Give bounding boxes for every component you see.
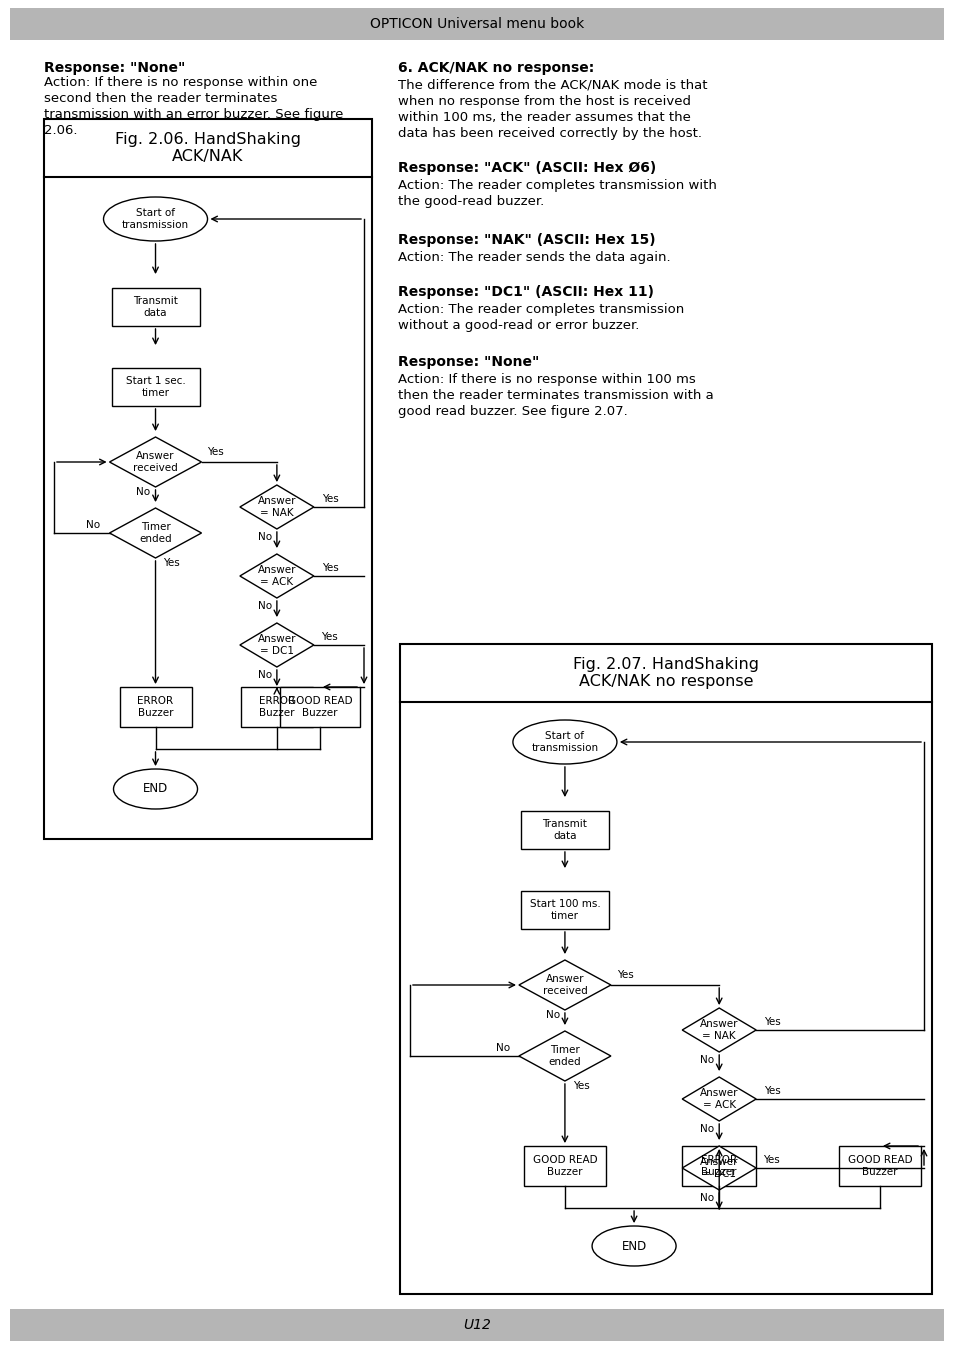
Text: GOOD READ
Buzzer: GOOD READ Buzzer bbox=[288, 696, 352, 718]
Text: Action: If there is no response within 100 ms: Action: If there is no response within 1… bbox=[397, 374, 695, 386]
Bar bbox=[10, 8, 943, 40]
Bar bbox=[112, 368, 199, 406]
Text: 6. ACK/NAK no response:: 6. ACK/NAK no response: bbox=[397, 61, 594, 76]
Text: No: No bbox=[257, 532, 272, 542]
Text: Yes: Yes bbox=[321, 563, 338, 573]
Text: Action: If there is no response within one: Action: If there is no response within o… bbox=[44, 76, 317, 89]
Text: data has been received correctly by the host.: data has been received correctly by the … bbox=[397, 127, 701, 140]
Text: END: END bbox=[143, 782, 168, 796]
Text: END: END bbox=[620, 1240, 646, 1252]
Text: Yes: Yes bbox=[763, 1017, 781, 1027]
Polygon shape bbox=[518, 960, 610, 1010]
Text: transmission with an error buzzer. See figure: transmission with an error buzzer. See f… bbox=[44, 108, 343, 121]
Text: Start 1 sec.
timer: Start 1 sec. timer bbox=[126, 376, 185, 398]
Text: Action: The reader completes transmission: Action: The reader completes transmissio… bbox=[397, 304, 683, 316]
Text: Yes: Yes bbox=[763, 1086, 781, 1095]
Text: Yes: Yes bbox=[617, 970, 633, 979]
Text: Answer
= NAK: Answer = NAK bbox=[257, 496, 295, 518]
Text: Timer
ended: Timer ended bbox=[548, 1045, 580, 1067]
Text: ERROR
Buzzer: ERROR Buzzer bbox=[700, 1155, 737, 1176]
Bar bbox=[523, 1147, 605, 1186]
Bar bbox=[119, 687, 192, 727]
Text: Fig. 2.07. HandShaking
ACK/NAK no response: Fig. 2.07. HandShaking ACK/NAK no respon… bbox=[573, 657, 759, 689]
Text: Transmit
data: Transmit data bbox=[132, 297, 178, 318]
Text: Yes: Yes bbox=[762, 1155, 780, 1166]
Polygon shape bbox=[239, 486, 314, 529]
Text: within 100 ms, the reader assumes that the: within 100 ms, the reader assumes that t… bbox=[397, 111, 690, 124]
Text: ERROR
Buzzer: ERROR Buzzer bbox=[137, 696, 173, 718]
Text: Answer
= ACK: Answer = ACK bbox=[257, 565, 295, 587]
Text: Answer
received: Answer received bbox=[133, 451, 177, 472]
Text: without a good-read or error buzzer.: without a good-read or error buzzer. bbox=[397, 318, 639, 332]
Text: No: No bbox=[136, 487, 151, 496]
Text: No: No bbox=[87, 519, 100, 530]
Text: Response: "None": Response: "None" bbox=[397, 355, 538, 370]
Polygon shape bbox=[518, 1031, 610, 1081]
Bar bbox=[838, 1147, 920, 1186]
Text: then the reader terminates transmission with a: then the reader terminates transmission … bbox=[397, 389, 713, 402]
Text: Timer
ended: Timer ended bbox=[139, 522, 172, 544]
Bar bbox=[520, 811, 608, 849]
Text: Yes: Yes bbox=[163, 558, 180, 568]
Text: Yes: Yes bbox=[208, 447, 224, 457]
Text: second then the reader terminates: second then the reader terminates bbox=[44, 92, 277, 105]
Text: GOOD READ
Buzzer: GOOD READ Buzzer bbox=[847, 1155, 911, 1176]
Text: Response: "NAK" (ASCII: Hex 15): Response: "NAK" (ASCII: Hex 15) bbox=[397, 233, 655, 247]
Text: Answer
received: Answer received bbox=[542, 974, 587, 996]
Polygon shape bbox=[110, 509, 201, 558]
Text: Start 100 ms.
timer: Start 100 ms. timer bbox=[529, 900, 599, 921]
Bar bbox=[112, 287, 199, 326]
Text: Answer
= ACK: Answer = ACK bbox=[700, 1089, 738, 1110]
Text: OPTICON Universal menu book: OPTICON Universal menu book bbox=[370, 18, 583, 31]
Text: Transmit
data: Transmit data bbox=[542, 819, 587, 840]
Bar bbox=[44, 119, 372, 839]
Text: Answer
= DC1: Answer = DC1 bbox=[257, 634, 295, 656]
Bar bbox=[280, 687, 359, 727]
Text: Yes: Yes bbox=[321, 494, 338, 505]
Ellipse shape bbox=[513, 720, 617, 764]
Text: ERROR
Buzzer: ERROR Buzzer bbox=[258, 696, 294, 718]
Polygon shape bbox=[110, 437, 201, 487]
Text: No: No bbox=[496, 1043, 510, 1054]
Text: GOOD READ
Buzzer: GOOD READ Buzzer bbox=[532, 1155, 597, 1176]
Text: U12: U12 bbox=[462, 1318, 491, 1331]
Bar bbox=[520, 890, 608, 929]
Text: Start of
transmission: Start of transmission bbox=[531, 731, 598, 753]
Ellipse shape bbox=[104, 197, 208, 241]
Polygon shape bbox=[239, 554, 314, 598]
Bar bbox=[10, 1309, 943, 1341]
Text: Fig. 2.06. HandShaking
ACK/NAK: Fig. 2.06. HandShaking ACK/NAK bbox=[115, 132, 301, 165]
Text: Action: The reader completes transmission with: Action: The reader completes transmissio… bbox=[397, 179, 716, 192]
Text: Answer
= DC1: Answer = DC1 bbox=[700, 1157, 738, 1179]
Text: Response: "None": Response: "None" bbox=[44, 61, 185, 76]
Text: Yes: Yes bbox=[573, 1081, 589, 1091]
Text: Response: "DC1" (ASCII: Hex 11): Response: "DC1" (ASCII: Hex 11) bbox=[397, 285, 654, 299]
Text: when no response from the host is received: when no response from the host is receiv… bbox=[397, 94, 690, 108]
Text: No: No bbox=[257, 670, 272, 680]
Text: No: No bbox=[700, 1055, 714, 1064]
Text: Start of
transmission: Start of transmission bbox=[122, 208, 189, 229]
Text: Answer
= NAK: Answer = NAK bbox=[700, 1020, 738, 1041]
Text: No: No bbox=[545, 1010, 559, 1020]
Text: good read buzzer. See figure 2.07.: good read buzzer. See figure 2.07. bbox=[397, 405, 627, 418]
Text: No: No bbox=[700, 1193, 714, 1203]
Bar bbox=[240, 687, 313, 727]
Text: Response: "ACK" (ASCII: Hex Ø6): Response: "ACK" (ASCII: Hex Ø6) bbox=[397, 161, 656, 175]
Text: No: No bbox=[257, 602, 272, 611]
Polygon shape bbox=[681, 1077, 756, 1121]
Text: Yes: Yes bbox=[320, 631, 337, 642]
Polygon shape bbox=[681, 1008, 756, 1052]
Bar bbox=[681, 1147, 756, 1186]
Polygon shape bbox=[239, 623, 314, 666]
Bar bbox=[399, 643, 931, 1294]
Text: the good-read buzzer.: the good-read buzzer. bbox=[397, 196, 543, 208]
Polygon shape bbox=[681, 1147, 756, 1190]
Text: Action: The reader sends the data again.: Action: The reader sends the data again. bbox=[397, 251, 670, 264]
Text: No: No bbox=[700, 1124, 714, 1135]
Ellipse shape bbox=[113, 769, 197, 809]
Ellipse shape bbox=[592, 1226, 676, 1265]
Text: 2.06.: 2.06. bbox=[44, 124, 77, 138]
Text: The difference from the ACK/NAK mode is that: The difference from the ACK/NAK mode is … bbox=[397, 80, 707, 92]
